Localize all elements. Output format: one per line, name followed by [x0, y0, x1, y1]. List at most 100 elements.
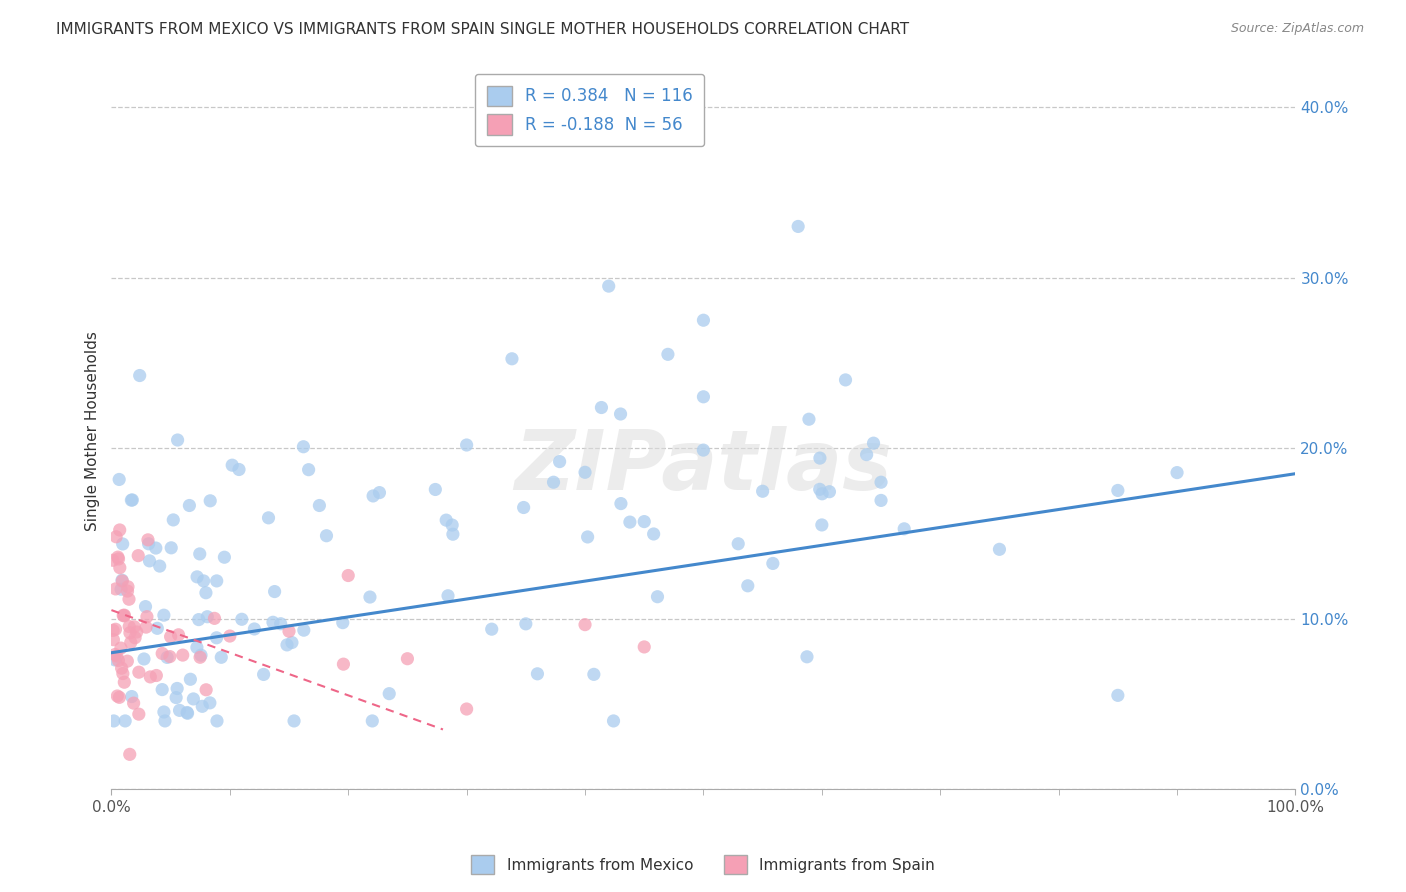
Point [870, 475, 893, 490]
Point [762, 557, 785, 571]
Y-axis label: Single Mother Households: Single Mother Households [86, 331, 100, 531]
Point [107, 653, 129, 667]
Point [112, 608, 135, 623]
Point [337, 568, 360, 582]
Point [988, 542, 1011, 557]
Point [218, 629, 240, 643]
Point [727, 537, 749, 551]
Point [332, 615, 354, 630]
Point [368, 485, 391, 500]
Point [112, 675, 135, 690]
Point [263, 584, 285, 599]
Point [108, 690, 131, 705]
Point [214, 550, 236, 565]
Point [231, 612, 253, 626]
Point [120, 493, 142, 508]
Point [105, 649, 128, 664]
Point [111, 574, 134, 588]
Point [195, 609, 218, 624]
Point [834, 373, 856, 387]
Point [692, 390, 714, 404]
Point [481, 622, 503, 636]
Point [228, 462, 250, 476]
Point [209, 650, 232, 665]
Point [574, 465, 596, 479]
Point [188, 650, 211, 665]
Point [1107, 689, 1129, 703]
Point [145, 541, 167, 555]
Point [751, 484, 773, 499]
Point [808, 483, 831, 497]
Point [441, 518, 464, 533]
Point [262, 615, 284, 630]
Point [122, 696, 145, 710]
Text: ZIPatlas: ZIPatlas [515, 426, 893, 508]
Point [135, 620, 157, 634]
Point [797, 412, 820, 426]
Point [193, 574, 215, 588]
Point [591, 401, 613, 415]
Point [195, 682, 218, 697]
Point [111, 666, 134, 681]
Point [434, 513, 457, 527]
Point [281, 635, 304, 649]
Point [796, 649, 818, 664]
Point [162, 513, 184, 527]
Point [179, 673, 201, 687]
Text: Source: ZipAtlas.com: Source: ZipAtlas.com [1230, 22, 1364, 36]
Point [619, 515, 641, 529]
Point [159, 630, 181, 644]
Point [787, 219, 810, 234]
Point [456, 702, 478, 716]
Point [124, 631, 146, 645]
Point [548, 454, 571, 468]
Point [818, 484, 841, 499]
Point [378, 687, 401, 701]
Point [574, 617, 596, 632]
Point [297, 463, 319, 477]
Point [221, 458, 243, 473]
Point [602, 714, 624, 728]
Point [114, 714, 136, 728]
Point [153, 608, 176, 623]
Point [108, 560, 131, 574]
Point [105, 689, 128, 703]
Point [172, 648, 194, 662]
Point [136, 609, 159, 624]
Point [110, 641, 132, 656]
Point [117, 654, 139, 668]
Point [188, 547, 211, 561]
Point [308, 499, 330, 513]
Point [122, 620, 145, 634]
Point [205, 631, 228, 645]
Point [186, 570, 208, 584]
Point [108, 523, 131, 537]
Point [112, 608, 135, 623]
Point [128, 707, 150, 722]
Point [104, 582, 127, 596]
Point [128, 368, 150, 383]
Point [292, 440, 315, 454]
Point [692, 313, 714, 327]
Point [332, 657, 354, 672]
Point [811, 487, 834, 501]
Point [501, 351, 523, 366]
Point [598, 279, 620, 293]
Point [194, 586, 217, 600]
Point [276, 638, 298, 652]
Text: IMMIGRANTS FROM MEXICO VS IMMIGRANTS FROM SPAIN SINGLE MOTHER HOUSEHOLDS CORRELA: IMMIGRANTS FROM MEXICO VS IMMIGRANTS FRO… [56, 22, 910, 37]
Point [576, 530, 599, 544]
Point [118, 619, 141, 633]
Point [136, 533, 159, 547]
Point [176, 706, 198, 720]
Point [186, 640, 208, 655]
Point [160, 541, 183, 555]
Point [121, 492, 143, 507]
Point [582, 667, 605, 681]
Point [125, 625, 148, 640]
Point [1107, 483, 1129, 498]
Point [647, 590, 669, 604]
Point [187, 613, 209, 627]
Point [104, 653, 127, 667]
Point [159, 649, 181, 664]
